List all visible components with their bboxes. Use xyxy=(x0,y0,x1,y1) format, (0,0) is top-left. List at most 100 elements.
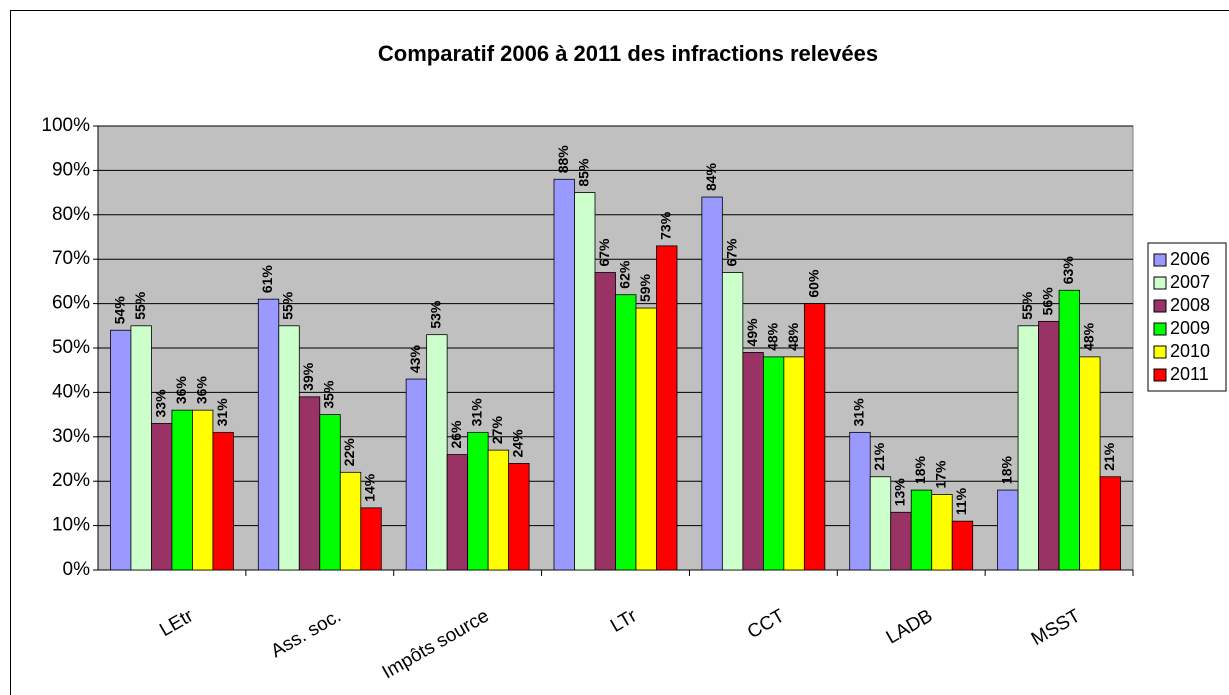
value-label: 39% xyxy=(300,362,316,391)
legend-swatch xyxy=(1153,368,1167,382)
bar xyxy=(931,494,953,571)
bar xyxy=(508,463,530,571)
legend-label: 2009 xyxy=(1170,318,1210,338)
bar xyxy=(594,272,616,571)
legend-swatch xyxy=(1153,322,1167,336)
value-label: 48% xyxy=(1081,322,1097,351)
bar xyxy=(319,414,341,571)
legend-label: 2010 xyxy=(1170,341,1210,361)
value-label: 35% xyxy=(321,380,337,409)
value-label: 36% xyxy=(173,376,189,405)
bar xyxy=(1058,289,1080,571)
value-label: 18% xyxy=(912,456,928,485)
value-label: 59% xyxy=(637,273,653,302)
bar xyxy=(278,325,300,571)
bar xyxy=(151,423,173,571)
value-label: 14% xyxy=(362,473,378,502)
y-tick-label: 80% xyxy=(52,204,90,225)
bar xyxy=(360,507,382,571)
value-label: 84% xyxy=(703,162,719,191)
y-tick-label: 90% xyxy=(52,159,90,180)
value-label: 48% xyxy=(785,322,801,351)
value-label: 31% xyxy=(214,398,230,427)
bar xyxy=(1038,320,1060,571)
legend-label: 2006 xyxy=(1170,249,1210,269)
value-label: 56% xyxy=(1040,287,1056,316)
bar xyxy=(910,489,933,571)
bar xyxy=(1079,356,1101,571)
bar xyxy=(869,476,892,571)
bar xyxy=(783,356,805,571)
legend-box xyxy=(1147,242,1227,392)
value-label: 36% xyxy=(193,376,209,405)
bar xyxy=(951,520,974,571)
y-tick-label: 70% xyxy=(52,248,90,269)
bar xyxy=(615,294,637,571)
legend-swatch xyxy=(1153,345,1167,359)
value-label: 13% xyxy=(892,478,908,507)
value-label: 17% xyxy=(933,460,949,489)
bar xyxy=(446,454,469,571)
y-tick-label: 30% xyxy=(52,426,90,447)
value-label: 22% xyxy=(341,438,357,467)
value-label: 85% xyxy=(575,158,591,187)
value-label: 63% xyxy=(1060,256,1076,285)
bar xyxy=(257,298,280,571)
value-label: 60% xyxy=(805,269,821,298)
bar xyxy=(721,272,744,571)
value-label: 18% xyxy=(999,456,1015,485)
bar xyxy=(701,196,723,571)
value-label: 24% xyxy=(510,429,526,458)
bar xyxy=(192,409,214,571)
chart-title: Comparatif 2006 à 2011 des infractions r… xyxy=(378,41,878,66)
value-label: 27% xyxy=(489,416,505,445)
legend-swatch xyxy=(1153,276,1167,290)
bar xyxy=(742,352,764,571)
y-tick-label: 40% xyxy=(52,381,90,402)
value-label: 31% xyxy=(851,398,867,427)
bar xyxy=(298,396,321,571)
bar xyxy=(803,303,826,571)
legend-swatch xyxy=(1153,253,1167,267)
bar xyxy=(656,245,678,571)
value-label: 55% xyxy=(1019,291,1035,320)
y-tick-label: 100% xyxy=(41,115,90,136)
value-label: 21% xyxy=(871,442,887,471)
value-label: 55% xyxy=(132,291,148,320)
bar xyxy=(762,356,785,571)
value-label: 55% xyxy=(280,291,296,320)
value-label: 61% xyxy=(259,265,275,294)
bar xyxy=(171,409,193,571)
value-label: 33% xyxy=(152,389,168,418)
bar xyxy=(1017,325,1039,571)
value-label: 54% xyxy=(111,296,127,325)
value-label: 11% xyxy=(953,487,969,515)
bar xyxy=(467,431,489,571)
value-label: 88% xyxy=(555,145,571,174)
value-label: 62% xyxy=(616,260,632,289)
y-tick-label: 20% xyxy=(52,470,90,491)
bar xyxy=(574,192,596,571)
bar xyxy=(130,325,152,571)
value-label: 67% xyxy=(596,238,612,267)
bar xyxy=(849,431,871,571)
legend-swatch xyxy=(1153,299,1167,313)
bar xyxy=(212,431,234,571)
legend-label: 2008 xyxy=(1170,295,1210,315)
y-tick-label: 0% xyxy=(63,559,91,580)
bar xyxy=(553,178,575,571)
value-label: 73% xyxy=(657,211,673,240)
bar xyxy=(426,334,448,571)
bar xyxy=(339,471,362,571)
y-tick-label: 60% xyxy=(52,293,90,314)
value-label: 49% xyxy=(744,318,760,347)
bar xyxy=(890,511,912,571)
value-label: 26% xyxy=(448,420,464,449)
bar xyxy=(110,329,132,571)
bar xyxy=(1099,476,1121,571)
value-label: 43% xyxy=(407,345,423,374)
y-tick-label: 50% xyxy=(52,337,90,358)
bar xyxy=(487,449,510,571)
value-label: 67% xyxy=(723,238,739,267)
